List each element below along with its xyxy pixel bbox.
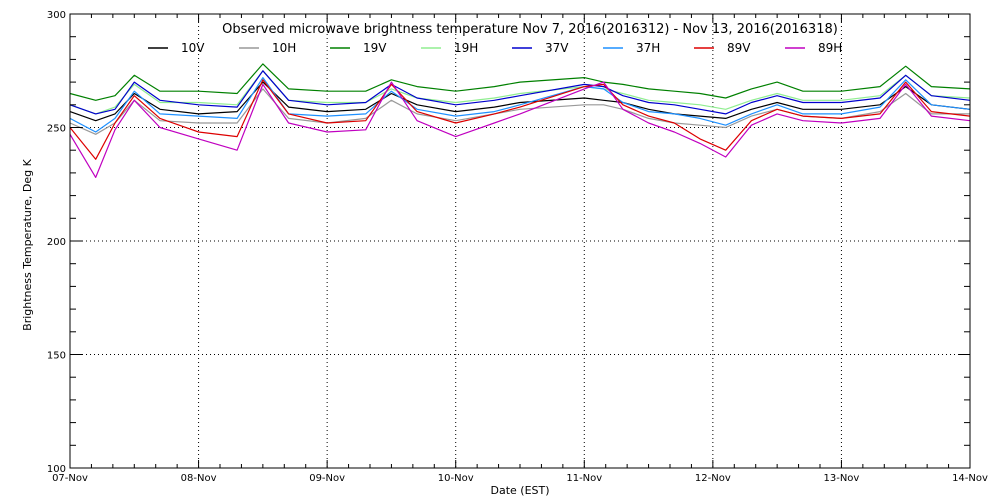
legend-label-10v: 10V: [181, 41, 205, 55]
chart-title: Observed microwave brightness temperatur…: [222, 22, 838, 37]
series-line-19h: [69, 70, 971, 115]
legend-label-10h: 10H: [272, 41, 296, 55]
x-tick-label: 08-Nov: [181, 473, 217, 484]
y-axis-title: Brightness Temperature, Deg K: [21, 158, 34, 330]
series-line-37h: [69, 76, 971, 133]
legend-label-37v: 37V: [545, 41, 569, 55]
legend-layer: 10V 10H 19V 19H 37V 37H 89V 89H: [148, 41, 842, 55]
y-tick-label: 150: [47, 351, 66, 362]
series-line-89h: [69, 81, 971, 178]
x-tick-label: 10-Nov: [438, 473, 474, 484]
x-tick-label: 09-Nov: [309, 473, 345, 484]
legend-label-19v: 19V: [363, 41, 387, 55]
series-line-10v: [69, 81, 971, 122]
legend-label-37h: 37H: [636, 41, 660, 55]
tick-layer: 07-Nov 08-Nov 09-Nov 10-Nov 11-Nov 12-Nov 13-N…: [47, 10, 988, 484]
x-tick-label: 12-Nov: [695, 473, 731, 484]
legend-label-19h: 19H: [454, 41, 478, 55]
y-tick-label: 250: [47, 124, 66, 135]
x-tick-label: 14-Nov: [952, 473, 988, 484]
y-tick-label: 300: [47, 10, 66, 21]
series-layer: [69, 63, 971, 178]
y-tick-label: 200: [47, 237, 66, 248]
x-tick-label: 07-Nov: [52, 473, 88, 484]
y-tick-label: 100: [47, 464, 66, 475]
legend-label-89v: 89V: [727, 41, 751, 55]
x-tick-label: 13-Nov: [823, 473, 859, 484]
series-line-19v: [69, 63, 971, 101]
x-axis-title: Date (EST): [490, 484, 549, 497]
legend-label-89h: 89H: [818, 41, 842, 55]
x-tick-label: 11-Nov: [566, 473, 602, 484]
series-line-89v: [69, 79, 971, 160]
series-line-37v: [69, 70, 971, 115]
